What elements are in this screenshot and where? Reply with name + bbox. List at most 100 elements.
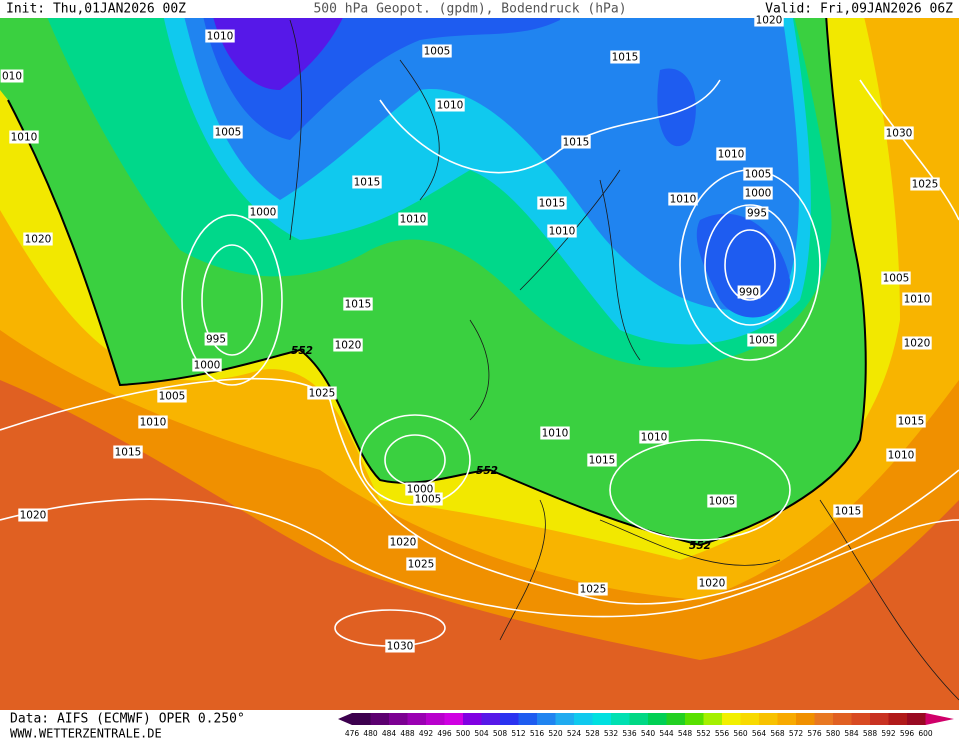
- isobar-label: 1015: [345, 299, 372, 311]
- isobar-label: 1010: [437, 100, 464, 112]
- isobar-label-box: [896, 414, 926, 428]
- legend-swatch: [870, 713, 889, 725]
- isobar-label: 1020: [25, 234, 52, 246]
- isobar-label-box: [138, 415, 168, 429]
- isobar-label: 1020: [699, 578, 726, 590]
- isobar: [0, 498, 959, 618]
- legend-level: 484: [382, 729, 397, 738]
- isobar-label: 1020: [904, 338, 931, 350]
- legend-level: 540: [641, 729, 656, 738]
- legend-swatch: [703, 713, 723, 725]
- legend-level: 560: [733, 729, 748, 738]
- isobar-label: 1015: [539, 198, 566, 210]
- isobar-label: 1005: [883, 273, 910, 285]
- legend-level: 532: [604, 729, 619, 738]
- legend-level: 508: [493, 729, 508, 738]
- isobar-label: 1015: [354, 177, 381, 189]
- isobar-label-box: [743, 167, 773, 181]
- isobar-label: 1020: [756, 15, 783, 27]
- isobar-label-box: [697, 576, 727, 590]
- legend-swatch: [463, 713, 482, 725]
- legend-swatch: [518, 713, 538, 725]
- isobar-label-box: [540, 426, 570, 440]
- isobar: [724, 229, 776, 301]
- isobar-label-box: [716, 147, 746, 161]
- isobar-label: 1010: [400, 214, 427, 226]
- isobar-label-box: [745, 206, 769, 220]
- isobar-label-box: [537, 196, 567, 210]
- isobar-label: 995: [206, 334, 226, 346]
- legend-level: 544: [659, 729, 674, 738]
- legend-level: 536: [622, 729, 637, 738]
- isobar-label: 1015: [115, 447, 142, 459]
- isobar-label-box: [23, 232, 53, 246]
- isobar-label-box: [422, 44, 452, 58]
- isobar-label: 1025: [309, 388, 336, 400]
- isobar-label-box: [9, 130, 39, 144]
- legend-level: 572: [789, 729, 804, 738]
- isobar-label-box: [333, 338, 363, 352]
- contour-label: 552: [476, 465, 498, 477]
- legend-arrow-low: [338, 713, 352, 725]
- isobar-label-box: [902, 292, 932, 306]
- isobar-label-box: [205, 29, 235, 43]
- legend-swatch: [666, 713, 686, 725]
- legend-level: 556: [715, 729, 730, 738]
- legend-swatch: [444, 713, 464, 725]
- isobar-label: 1025: [408, 559, 435, 571]
- isobar-label-box: [192, 358, 222, 372]
- isobar: [181, 214, 283, 386]
- isobar-label-box: [884, 126, 914, 140]
- legend-swatch: [648, 713, 667, 725]
- isobar-label-box: [406, 557, 436, 571]
- legend-level: 548: [678, 729, 693, 738]
- legend-level: 520: [548, 729, 563, 738]
- isobar-label-box: [18, 508, 48, 522]
- coastline: [289, 19, 959, 701]
- legend-level: 564: [752, 729, 767, 738]
- isobar: [859, 79, 959, 221]
- contour-552: [7, 0, 867, 547]
- isobar-label: 1010: [207, 31, 234, 43]
- legend-level: 568: [770, 729, 785, 738]
- legend-swatch: [759, 713, 778, 725]
- isobar-label-box: [398, 212, 428, 226]
- legend-level: 584: [844, 729, 859, 738]
- legend-swatch: [851, 713, 871, 725]
- isobar-label-box: [435, 98, 465, 112]
- legend-swatch: [370, 713, 390, 725]
- isobar-label: 1020: [20, 510, 47, 522]
- isobar-label: 1020: [335, 340, 362, 352]
- legend-level: 588: [863, 729, 878, 738]
- legend-level: 512: [511, 729, 526, 738]
- isobar-label-box: [307, 386, 337, 400]
- legend-swatch: [777, 713, 797, 725]
- isobar: [704, 204, 796, 326]
- isobar-label-box: [385, 639, 415, 653]
- isobar-label-box: [747, 333, 777, 347]
- color-legend: 476 480 484 488 492 496 500 504 508 512 516 520 524 5…: [338, 713, 954, 738]
- legend-swatch: [389, 713, 408, 725]
- legend-level: 576: [807, 729, 822, 738]
- legend-level: 504: [474, 729, 489, 738]
- legend-swatch: [537, 713, 556, 725]
- isobar-label-box: [413, 492, 443, 506]
- valid-time: Valid: Fri,09JAN2026 06Z: [765, 2, 953, 17]
- init-time: Init: Thu,01JAN2026 00Z: [6, 2, 186, 17]
- legend-level: 600: [918, 729, 933, 738]
- isobar: [201, 244, 263, 356]
- isobar-label: 1005: [159, 391, 186, 403]
- isobar-label: 1025: [912, 179, 939, 191]
- legend-arrow-high: [925, 713, 954, 725]
- isobar-label-box: [881, 271, 911, 285]
- legend-swatch: [481, 713, 501, 725]
- isobar-label: 995: [747, 208, 767, 220]
- legend-swatch: [722, 713, 741, 725]
- isobar-label-box: [561, 135, 591, 149]
- legend-level: 552: [696, 729, 711, 738]
- isobar-label: 1025: [580, 584, 607, 596]
- contour-label: 552: [689, 540, 711, 552]
